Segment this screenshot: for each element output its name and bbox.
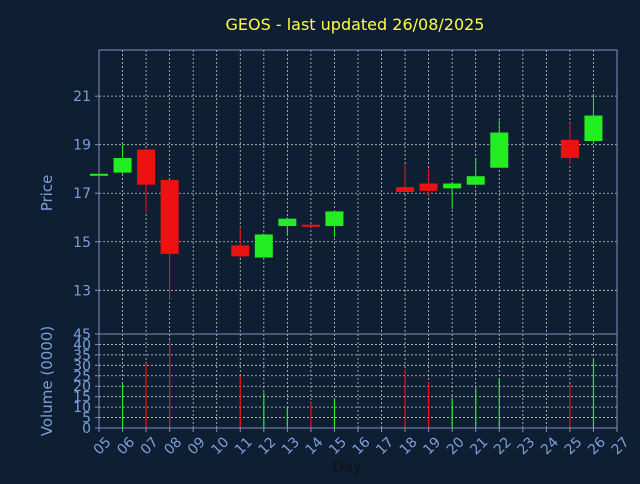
x-axis-label: Day: [332, 458, 362, 476]
candle-body: [466, 176, 485, 185]
volume-panel: [98, 333, 618, 429]
volume-tick-label: 10: [73, 400, 91, 416]
x-tick-label: 06: [114, 434, 138, 458]
candle-body: [396, 187, 415, 192]
price-tick-label: 15: [73, 235, 91, 251]
x-tick-label: 08: [161, 434, 185, 458]
candle-body: [137, 149, 156, 185]
price-axis-label: Price: [38, 175, 56, 212]
candle-body: [160, 179, 179, 254]
volume-tick-label: 0: [82, 421, 91, 437]
x-tick-label: 14: [303, 434, 327, 458]
x-tick-label: 27: [609, 434, 633, 458]
x-tick-label: 19: [420, 434, 444, 458]
x-tick-label: 24: [538, 434, 562, 458]
volume-tick-label: 40: [73, 337, 91, 353]
x-tick-label: 11: [232, 434, 256, 458]
volume-axis-label: Volume (0000): [38, 326, 56, 436]
candle-body: [325, 211, 344, 226]
candle-body: [560, 139, 579, 159]
candle-body: [301, 224, 320, 227]
x-tick-label: 13: [279, 434, 303, 458]
x-tick-label: 17: [373, 434, 397, 458]
candle-body: [231, 245, 250, 257]
x-tick-label: 07: [138, 434, 162, 458]
x-tick-label: 23: [515, 434, 539, 458]
candle-body: [419, 183, 438, 191]
x-tick-label: 16: [350, 434, 374, 458]
price-tick-label: 21: [73, 89, 91, 105]
x-tick-label: 21: [467, 434, 491, 458]
candle-body: [584, 115, 603, 142]
chart-title: GEOS - last updated 26/08/2025: [226, 15, 485, 34]
volume-tick-label: 20: [73, 379, 91, 395]
volume-tick-label: 5: [82, 411, 91, 427]
candle-body: [254, 234, 273, 258]
x-tick-label: 20: [444, 434, 468, 458]
x-tick-label: 18: [397, 434, 421, 458]
volume-tick-label: 45: [73, 327, 91, 343]
volume-tick-label: 25: [73, 369, 91, 385]
x-tick-label: 15: [326, 434, 350, 458]
candle-body: [443, 183, 462, 189]
volume-tick-label: 30: [73, 358, 91, 374]
x-tick-label: 12: [256, 434, 280, 458]
candle-body: [490, 132, 509, 168]
price-tick-label: 17: [73, 186, 91, 202]
x-tick-label: 22: [491, 434, 515, 458]
x-tick-label: 05: [91, 434, 115, 458]
candle-body: [278, 218, 297, 226]
candle-body: [113, 158, 132, 173]
price-tick-label: 13: [73, 283, 91, 299]
volume-tick-label: 35: [73, 348, 91, 364]
x-tick-label: 26: [585, 434, 609, 458]
volume-panel-border: [98, 333, 618, 429]
price-tick-label: 19: [73, 138, 91, 154]
volume-tick-label: 15: [73, 390, 91, 406]
x-tick-label: 25: [562, 434, 586, 458]
x-tick-label: 09: [185, 434, 209, 458]
x-tick-label: 10: [208, 434, 232, 458]
